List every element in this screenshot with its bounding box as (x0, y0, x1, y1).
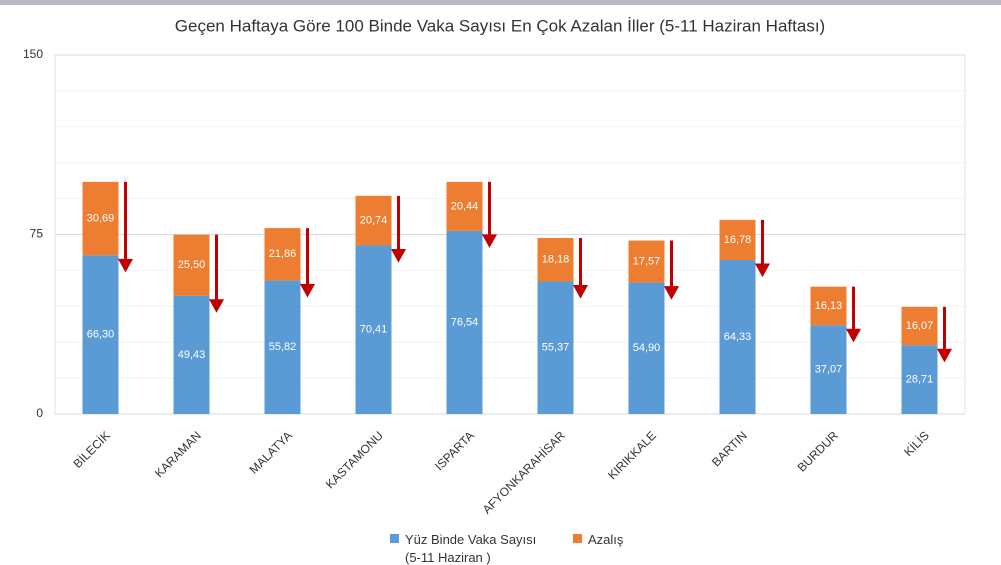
decrease-arrow (299, 228, 316, 298)
x-tick-label: KARAMAN (152, 428, 204, 480)
arrow-shape (936, 306, 953, 363)
value-label: 20,44 (451, 200, 479, 212)
bar-segment (628, 282, 665, 414)
chart-title: Geçen Haftaya Göre 100 Binde Vaka Sayısı… (175, 16, 825, 35)
legend-label: Yüz Binde Vaka Sayısı (5-11 Haziran ) (405, 532, 537, 565)
value-label: 49,43 (178, 349, 206, 361)
chart: Geçen Haftaya Göre 100 Binde Vaka Sayısı… (23, 16, 966, 517)
decrease-arrow (390, 195, 407, 263)
value-label: 64,33 (724, 331, 752, 343)
value-label: 30,69 (87, 213, 115, 225)
value-label: 55,82 (269, 341, 297, 353)
x-tick-label: KİLİS (901, 428, 932, 459)
bar-segment (446, 181, 483, 231)
arrow-shape (845, 286, 862, 343)
y-tick-label: 75 (30, 227, 44, 241)
arrow-shape (208, 234, 225, 313)
bar-segment (173, 234, 210, 296)
bar-segment (264, 228, 301, 281)
decrease-arrow (208, 234, 225, 313)
legend-swatch (573, 534, 582, 543)
bar-segment (901, 306, 938, 346)
value-label: 17,57 (633, 255, 661, 267)
decrease-arrow (481, 181, 498, 248)
value-label: 55,37 (542, 342, 570, 354)
value-label: 20,74 (360, 215, 388, 227)
bar-segment (537, 281, 574, 414)
bar-segment (355, 245, 392, 414)
arrow-shape (572, 237, 589, 299)
bar-segment (355, 195, 392, 246)
value-label: 66,30 (87, 329, 115, 341)
x-tick-label: BARTIN (709, 428, 750, 469)
bar-segment (446, 230, 483, 414)
bar-segment (810, 286, 847, 326)
value-label: 25,50 (178, 259, 206, 271)
x-tick-label: KIRIKKALE (605, 428, 659, 482)
bar-segment (173, 295, 210, 414)
value-label: 18,18 (542, 254, 570, 266)
decrease-arrow (663, 240, 680, 300)
decrease-arrow (936, 306, 953, 363)
arrow-shape (663, 240, 680, 300)
bar-segment (628, 240, 665, 283)
bar-segment (901, 345, 938, 414)
decrease-arrow (845, 286, 862, 343)
x-tick-label: BURDUR (795, 428, 841, 474)
x-tick-label: KASTAMONU (323, 428, 386, 491)
bar-segment (719, 219, 756, 261)
bar-segment (537, 237, 574, 282)
legend: Yüz Binde Vaka Sayısı (5-11 Haziran ) Aza… (390, 531, 623, 565)
legend-item: Azalış (573, 531, 623, 565)
bar-segment (82, 255, 119, 414)
value-label: 54,90 (633, 342, 661, 354)
x-tick-label: BİLECİK (70, 428, 112, 470)
arrow-shape (390, 195, 407, 263)
value-label: 28,71 (906, 374, 934, 386)
legend-swatch (390, 534, 399, 543)
x-tick-label: ISPARTA (432, 428, 477, 473)
arrow-shape (481, 181, 498, 248)
value-label: 21,86 (269, 248, 297, 260)
bar-segment (719, 260, 756, 414)
value-label: 16,78 (724, 234, 752, 246)
bar-segment (82, 181, 119, 256)
decrease-arrow (572, 237, 589, 299)
arrow-shape (299, 228, 316, 298)
x-tick-label: MALATYA (247, 428, 295, 476)
value-label: 37,07 (815, 364, 843, 376)
decrease-arrow (117, 181, 134, 273)
y-tick-label: 150 (23, 47, 43, 61)
value-label: 76,54 (451, 316, 479, 328)
bar-segment (264, 280, 301, 414)
arrow-shape (754, 219, 771, 278)
value-label: 16,07 (906, 320, 934, 332)
value-label: 16,13 (815, 300, 843, 312)
x-tick-label: AFYONKARAHİSAR (480, 428, 568, 516)
legend-label: Azalış (588, 532, 624, 547)
value-label: 70,41 (360, 324, 388, 336)
decrease-arrow (754, 219, 771, 278)
bar-segment (810, 325, 847, 414)
arrow-shape (117, 181, 134, 273)
y-tick-label: 0 (36, 406, 43, 420)
legend-item: Yüz Binde Vaka Sayısı (5-11 Haziran ) (390, 531, 555, 565)
